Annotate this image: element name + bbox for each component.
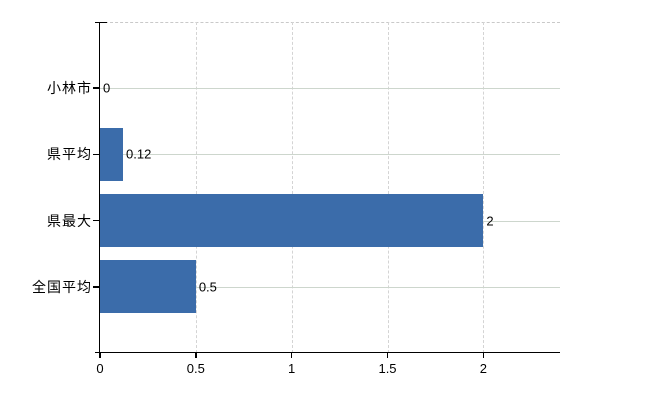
horizontal-gridline	[100, 286, 560, 288]
y-axis-line	[98, 22, 100, 355]
value-label: 2	[486, 213, 494, 229]
x-axis-tick-label: 2	[479, 361, 487, 376]
bar	[100, 127, 123, 181]
value-label: 0.5	[198, 279, 217, 295]
x-axis-line	[95, 351, 560, 353]
x-axis-tick-label: 0.5	[186, 361, 205, 376]
x-axis-tick-label: 1.5	[378, 361, 397, 376]
y-axis-tick	[93, 87, 99, 89]
x-axis-tick	[386, 353, 389, 358]
x-axis-tick	[482, 353, 485, 358]
value-label: 0	[103, 80, 111, 96]
horizontal-gridline	[100, 88, 560, 90]
category-label: 県最大	[47, 212, 92, 229]
vertical-gridline	[291, 22, 293, 353]
vertical-gridline	[195, 22, 197, 353]
y-axis-top-tick	[95, 21, 107, 23]
plot-top-border	[100, 22, 560, 23]
x-axis-tick	[99, 353, 101, 358]
y-axis-tick	[93, 286, 99, 288]
bar	[100, 260, 196, 314]
value-label: 0.12	[126, 146, 152, 162]
x-axis-tick	[290, 353, 293, 358]
y-axis-tick	[93, 219, 99, 222]
x-axis-tick-label: 1	[288, 361, 296, 376]
vertical-gridline	[387, 22, 389, 353]
y-axis-tick	[93, 153, 99, 156]
x-axis-tick-label: 0	[96, 361, 104, 376]
vertical-gridline	[483, 22, 485, 353]
horizontal-gridline	[100, 154, 560, 156]
category-label: 全国平均	[32, 278, 92, 295]
bar	[100, 194, 484, 248]
category-label: 県平均	[47, 146, 92, 163]
x-axis-tick	[195, 353, 197, 358]
category-label: 小林市	[47, 80, 92, 97]
